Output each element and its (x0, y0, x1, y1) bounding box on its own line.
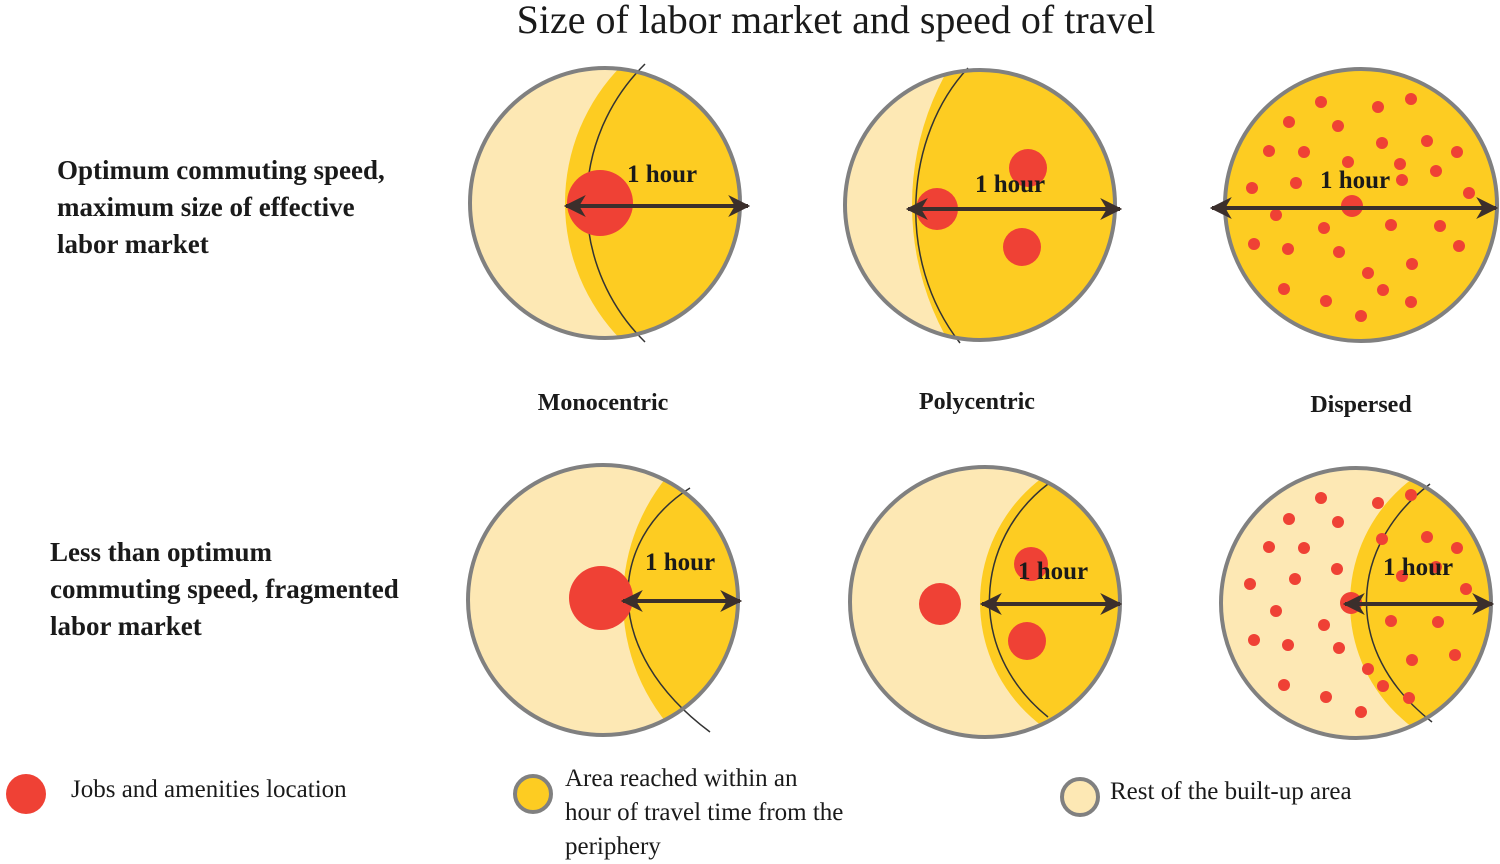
legend-swatch-rest (1060, 777, 1100, 817)
one-hour-label: 1 hour (1383, 554, 1453, 581)
diagram-title: Size of labor market and speed of travel (516, 0, 1156, 42)
row-label-fragmented: Less than optimum commuting speed, fragm… (50, 534, 399, 645)
reached-area (1350, 468, 1491, 738)
legend-line: Rest of the built-up area (1110, 778, 1352, 805)
legend-line: hour of travel time from the (565, 799, 844, 826)
row-label-line: Optimum commuting speed, (57, 155, 385, 185)
one-hour-label: 1 hour (975, 171, 1045, 198)
legend-label-rest: Rest of the built-up area (1110, 775, 1352, 809)
diagram-monocentric-optimum: 1 hour (468, 63, 751, 343)
one-hour-label: 1 hour (1018, 558, 1088, 585)
jobs-center (567, 170, 633, 236)
one-hour-label: 1 hour (627, 161, 697, 188)
reached-area (565, 68, 740, 338)
legend-line: periphery (565, 833, 661, 860)
row-label-line: labor market (57, 229, 209, 259)
legend-line: Area reached within an (565, 765, 798, 792)
legend-label-jobs: Jobs and amenities location (71, 773, 347, 807)
diagram-dispersed-fragmented: 1 hour (1219, 466, 1495, 740)
column-label-polycentric: Polycentric (919, 389, 1035, 415)
reached-area (980, 467, 1120, 737)
jobs-dots (1244, 489, 1472, 718)
row-label-optimum: Optimum commuting speed, maximum size of… (57, 152, 385, 263)
one-hour-label: 1 hour (645, 549, 715, 576)
legend-swatch-jobs (6, 774, 46, 814)
row-label-line: commuting speed, fragmented (50, 574, 399, 604)
legend-label-reached: Area reached within an hour of travel ti… (565, 762, 843, 864)
jobs-center (1003, 228, 1041, 266)
jobs-center (569, 566, 633, 630)
legend-line: Jobs and amenities location (71, 776, 347, 803)
column-label-monocentric: Monocentric (537, 390, 669, 416)
column-label-dispersed: Dispersed (1310, 392, 1412, 418)
legend-swatch-reached (513, 774, 553, 814)
diagram-polycentric-fragmented: 1 hour (848, 465, 1123, 739)
diagram-dispersed-optimum: 1 hour (1209, 67, 1499, 343)
row-label-line: Less than optimum (50, 537, 273, 567)
jobs-center (1009, 149, 1047, 187)
row-label-line: maximum size of effective (57, 192, 355, 222)
jobs-center (919, 583, 961, 625)
row-label-line: labor market (50, 611, 202, 641)
one-hour-label: 1 hour (1320, 167, 1390, 194)
jobs-center (1008, 622, 1046, 660)
jobs-center (1014, 547, 1048, 581)
diagram-polycentric-optimum: 1 hour (843, 67, 1123, 344)
